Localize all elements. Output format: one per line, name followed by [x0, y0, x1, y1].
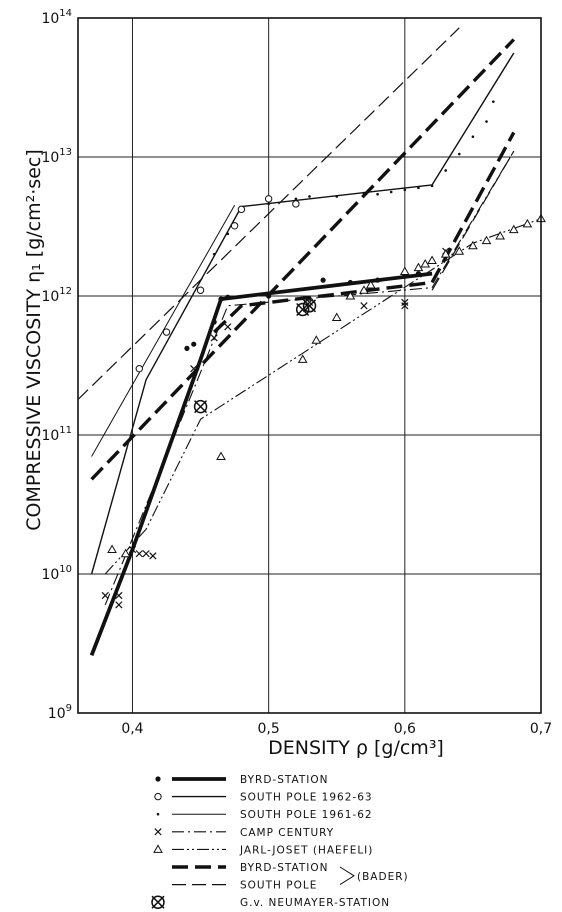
x-tick-label: 0,6 — [394, 721, 416, 737]
series-byrd-station-0-point — [348, 280, 353, 285]
tick-labels: 0,4 0,5 0,6 0,7 109 1010 1011 1012 1013 1014 — [41, 8, 552, 737]
legend-group-label: (BADER) — [357, 871, 409, 883]
series-south-pole-1961-62-2-point — [485, 120, 488, 123]
y-tick-label: 1011 — [41, 425, 72, 444]
series-jarl-joset-haefeli--4-point — [108, 546, 116, 553]
series-byrd-station-0-point — [266, 293, 271, 298]
series-south-pole-1962-63-1-point — [238, 206, 244, 212]
legend: BYRD-STATION SOUTH POLE 1962-63 SOUTH POLE… — [152, 774, 409, 909]
series-layer — [78, 28, 541, 656]
series-south-pole-1961-62-2-point — [417, 187, 420, 190]
series-g-v-neumayer-station-7-point — [195, 401, 207, 413]
x-tick-label: 0,7 — [530, 721, 552, 737]
y-tick-label: 1014 — [41, 8, 72, 27]
marker-layer — [102, 100, 545, 608]
legend-marker — [155, 776, 160, 781]
series-camp-century-3-point — [102, 592, 108, 598]
series-jarl-joset-haefeli--4-line — [105, 219, 541, 574]
series-jarl-joset-haefeli--4-point — [217, 453, 225, 460]
series-jarl-joset-haefeli--4-point — [428, 257, 436, 264]
series-camp-century-3-point — [136, 550, 142, 556]
legend-label: SOUTH POLE — [240, 880, 317, 892]
y-tick-label: 1013 — [41, 147, 72, 166]
x-tick-label: 0,5 — [258, 721, 280, 737]
series-camp-century-3-point — [361, 303, 367, 309]
series-jarl-joset-haefeli--4-point — [496, 232, 504, 239]
series-south-pole-1961-62-2-point — [404, 189, 407, 192]
y-axis-title: COMPRESSIVE VISCOSITY η₁ [g/cm²·sec] — [23, 149, 45, 530]
series-byrd-station-0-point — [191, 342, 196, 347]
legend-marker — [155, 793, 161, 799]
legend-marker — [154, 845, 162, 852]
series-south-pole-1961-62-2-point — [431, 185, 434, 188]
legend-label: CAMP CENTURY — [240, 827, 334, 839]
series-byrd-station-5-line-2 — [214, 133, 514, 333]
series-south-pole-1961-62-2-point — [363, 192, 366, 195]
series-south-pole-1961-62-2-point — [492, 100, 495, 103]
series-jarl-joset-haefeli--4-point — [510, 226, 518, 233]
series-south-pole-1961-62-2-point — [472, 135, 475, 138]
x-axis-title: DENSITY ρ [g/cm³] — [268, 737, 444, 759]
legend-label: BYRD-STATION — [240, 862, 328, 874]
series-camp-century-3-point — [225, 324, 231, 330]
series-jarl-joset-haefeli--4-point — [312, 336, 320, 343]
series-south-pole-1961-62-2-point — [458, 153, 461, 156]
series-south-pole-1962-63-1-point — [197, 287, 203, 293]
series-south-pole-1962-63-1-point — [163, 329, 169, 335]
series-south-pole-1962-63-1-point — [136, 365, 142, 371]
legend-brace — [340, 867, 354, 885]
x-tick-label: 0,4 — [121, 721, 143, 737]
legend-marker — [157, 813, 160, 816]
series-jarl-joset-haefeli--4-point — [523, 220, 531, 227]
series-south-pole-1961-62-2-point — [376, 193, 379, 196]
legend-label: SOUTH POLE 1961-62 — [240, 809, 373, 821]
series-byrd-station-0-line — [92, 274, 433, 656]
series-south-pole-1961-62-2-point — [444, 169, 447, 172]
legend-marker — [155, 829, 161, 835]
legend-label: BYRD-STATION — [240, 774, 328, 786]
series-south-pole-1962-63-1-line — [92, 53, 514, 574]
series-jarl-joset-haefeli--4-point — [401, 268, 409, 275]
legend-label: SOUTH POLE 1962-63 — [240, 792, 373, 804]
series-south-pole-1961-62-2-point — [295, 198, 298, 201]
series-south-pole-1961-62-2-point — [226, 233, 229, 236]
series-jarl-joset-haefeli--4-point — [299, 355, 307, 362]
legend-label: G.v. NEUMAYER-STATION — [240, 897, 390, 909]
series-south-pole-1962-63-1-point — [265, 196, 271, 202]
series-camp-century-3-line — [105, 151, 514, 605]
series-jarl-joset-haefeli--4-point — [483, 237, 491, 244]
series-jarl-joset-haefeli--4-point — [333, 314, 341, 321]
series-byrd-station-0-point — [375, 278, 380, 283]
series-byrd-station-0-point — [416, 271, 421, 276]
series-byrd-station-0-point — [184, 346, 189, 351]
series-south-pole-1962-63-1-point — [231, 223, 237, 229]
series-south-pole-1961-62-2-point — [335, 195, 338, 198]
series-south-pole-1961-62-2-point — [213, 253, 216, 256]
series-byrd-station-0-point — [321, 278, 326, 283]
series-camp-century-3-point — [150, 553, 156, 559]
series-jarl-joset-haefeli--4-point — [122, 550, 130, 557]
series-south-pole-1961-62-2-point — [267, 203, 270, 206]
series-camp-century-3-point — [143, 550, 149, 556]
series-south-pole-1962-63-1-point — [293, 201, 299, 207]
series-camp-century-3-point — [116, 602, 122, 608]
series-byrd-station-0-point — [218, 296, 223, 301]
series-south-pole-1961-62-2-point — [390, 191, 393, 194]
series-byrd-station-0-point — [212, 319, 217, 324]
series-byrd-station-0-point — [225, 295, 230, 300]
series-byrd-station-5-line — [92, 40, 514, 480]
y-tick-label: 1010 — [41, 564, 72, 583]
legend-label: JARL-JOSET (HAEFELI) — [239, 844, 373, 856]
y-tick-label: 1012 — [41, 286, 72, 305]
y-tick-label: 109 — [48, 703, 72, 722]
legend-marker — [152, 896, 164, 908]
series-south-pole-1961-62-2-point — [308, 195, 311, 198]
